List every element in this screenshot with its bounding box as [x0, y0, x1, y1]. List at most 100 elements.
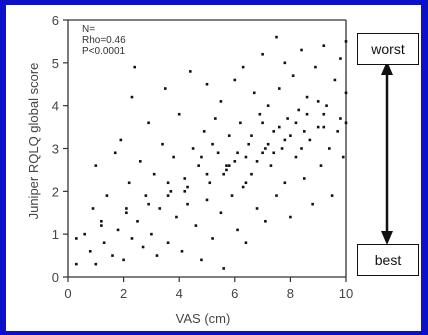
data-point [155, 254, 159, 257]
y-axis-title: Juniper RQLQ global score [26, 63, 41, 220]
trend-point [186, 185, 189, 189]
data-point [200, 155, 203, 159]
data-point [133, 65, 137, 69]
data-point [127, 181, 131, 185]
data-point [233, 160, 237, 163]
data-point [189, 70, 192, 73]
trend-point [322, 125, 326, 129]
data-point [261, 52, 264, 56]
y-tick-label: 1 [52, 227, 59, 242]
data-point [225, 168, 228, 172]
data-point [314, 65, 317, 69]
data-point [322, 44, 326, 47]
trend-point [75, 237, 78, 240]
trend-point [264, 147, 267, 150]
data-point [222, 172, 225, 176]
data-point [305, 112, 309, 116]
data-point [255, 160, 259, 163]
data-point [88, 250, 92, 253]
data-point [202, 130, 206, 133]
data-point [303, 177, 306, 180]
data-point [94, 262, 98, 266]
data-point [130, 237, 134, 240]
stat-annotation: P<0.0001 [82, 46, 126, 57]
data-point [94, 164, 98, 167]
data-point [119, 138, 123, 142]
data-point [277, 125, 281, 129]
data-point [250, 172, 253, 176]
data-point [214, 117, 217, 120]
data-point [200, 258, 203, 262]
data-point [197, 164, 200, 167]
x-tick-label: 10 [339, 286, 353, 301]
data-point [136, 220, 139, 223]
data-point [339, 57, 342, 60]
data-point [261, 151, 264, 155]
data-point [297, 108, 301, 112]
data-point [205, 82, 209, 86]
data-point [275, 194, 278, 197]
data-point [333, 78, 337, 82]
data-point [230, 194, 234, 197]
chart-panel: 0 2 4 6 8 10 0 1 2 3 4 5 6 N= Rho=0.46 P<0.0001 VAS (c… [6, 5, 421, 331]
data-point [272, 151, 276, 155]
y-tick-label: 0 [52, 270, 59, 285]
data-point [175, 215, 178, 219]
data-point [247, 142, 250, 146]
scale-best-label: best [357, 244, 419, 276]
data-point [164, 87, 167, 90]
trend-points [75, 117, 342, 240]
data-point [180, 250, 184, 253]
data-point [322, 112, 326, 116]
data-point [264, 220, 267, 223]
trend-point [339, 117, 342, 120]
data-point [227, 134, 231, 137]
stat-annotation: N= [82, 24, 95, 35]
data-point [289, 134, 292, 137]
data-point [294, 155, 298, 159]
trend-point [283, 138, 287, 142]
data-point [344, 40, 348, 43]
y-tick-label: 3 [52, 142, 59, 157]
y-tick-label: 2 [52, 184, 59, 199]
data-point [311, 202, 314, 206]
data-point [216, 151, 220, 155]
data-point [83, 232, 86, 236]
data-point [150, 232, 153, 236]
data-point [138, 160, 142, 163]
y-tick-label: 4 [52, 99, 59, 114]
data-point [300, 147, 303, 150]
trend-point [205, 172, 209, 176]
data-point [91, 207, 95, 210]
data-point [252, 91, 256, 95]
data-point [236, 228, 239, 232]
data-point [208, 181, 212, 185]
data-point [147, 121, 150, 125]
data-point [116, 228, 120, 232]
x-tick-label: 0 [64, 286, 71, 301]
data-point [239, 121, 242, 125]
data-point [294, 121, 298, 125]
x-tick-label: 2 [120, 286, 127, 301]
trend-point [147, 202, 150, 206]
stat-annotation: Rho=0.46 [82, 35, 126, 46]
data-point [219, 211, 223, 215]
data-point [283, 61, 287, 65]
data-point [300, 48, 303, 52]
data-point [105, 194, 109, 197]
data-point [283, 181, 287, 185]
trend-point [125, 211, 128, 215]
data-point [113, 151, 117, 155]
data-point [122, 258, 125, 262]
data-point [286, 117, 289, 120]
data-point [169, 190, 173, 193]
data-point [241, 65, 245, 69]
data-point [291, 74, 295, 77]
data-point [183, 177, 187, 180]
data-point [141, 245, 145, 249]
trend-point [244, 155, 248, 159]
data-point [227, 164, 231, 167]
data-point [183, 190, 187, 193]
data-point [308, 138, 312, 142]
data-points [75, 35, 348, 270]
